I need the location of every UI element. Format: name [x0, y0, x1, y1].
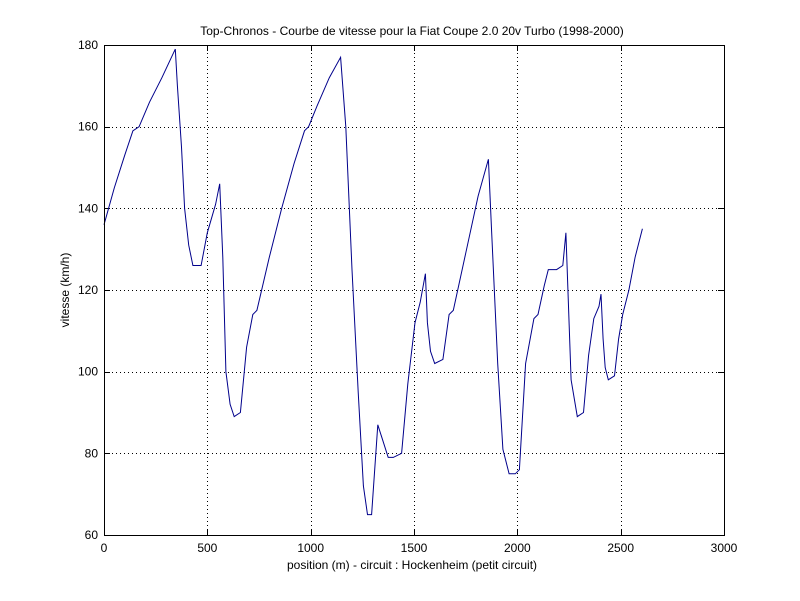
y-tick-label: 140 — [78, 201, 98, 215]
y-axis-label: vitesse (km/h) — [58, 253, 72, 328]
x-axis-label: position (m) - circuit : Hockenheim (pet… — [287, 558, 537, 572]
tick-labels: 0 500 1000 1500 2000 2500 3000 60 80 100 120 140 160… — [78, 38, 738, 555]
plot-frame — [104, 45, 725, 536]
grid — [104, 45, 724, 535]
x-tick-label: 2500 — [607, 541, 634, 555]
chart-title: Top-Chronos - Courbe de vitesse pour la … — [200, 24, 624, 38]
y-tick-label: 100 — [78, 365, 98, 379]
x-tick-label: 1000 — [297, 541, 324, 555]
y-tick-label: 160 — [78, 120, 98, 134]
y-tick-label: 180 — [78, 38, 98, 52]
x-tick-label: 500 — [197, 541, 217, 555]
y-tick-label: 60 — [85, 528, 99, 542]
x-tick-label: 1500 — [401, 541, 428, 555]
x-tick-label: 2000 — [504, 541, 531, 555]
x-tick-label: 3000 — [711, 541, 738, 555]
y-tick-label: 120 — [78, 283, 98, 297]
x-tick-label: 0 — [101, 541, 108, 555]
speed-line — [103, 48, 643, 516]
y-tick-label: 80 — [85, 446, 99, 460]
